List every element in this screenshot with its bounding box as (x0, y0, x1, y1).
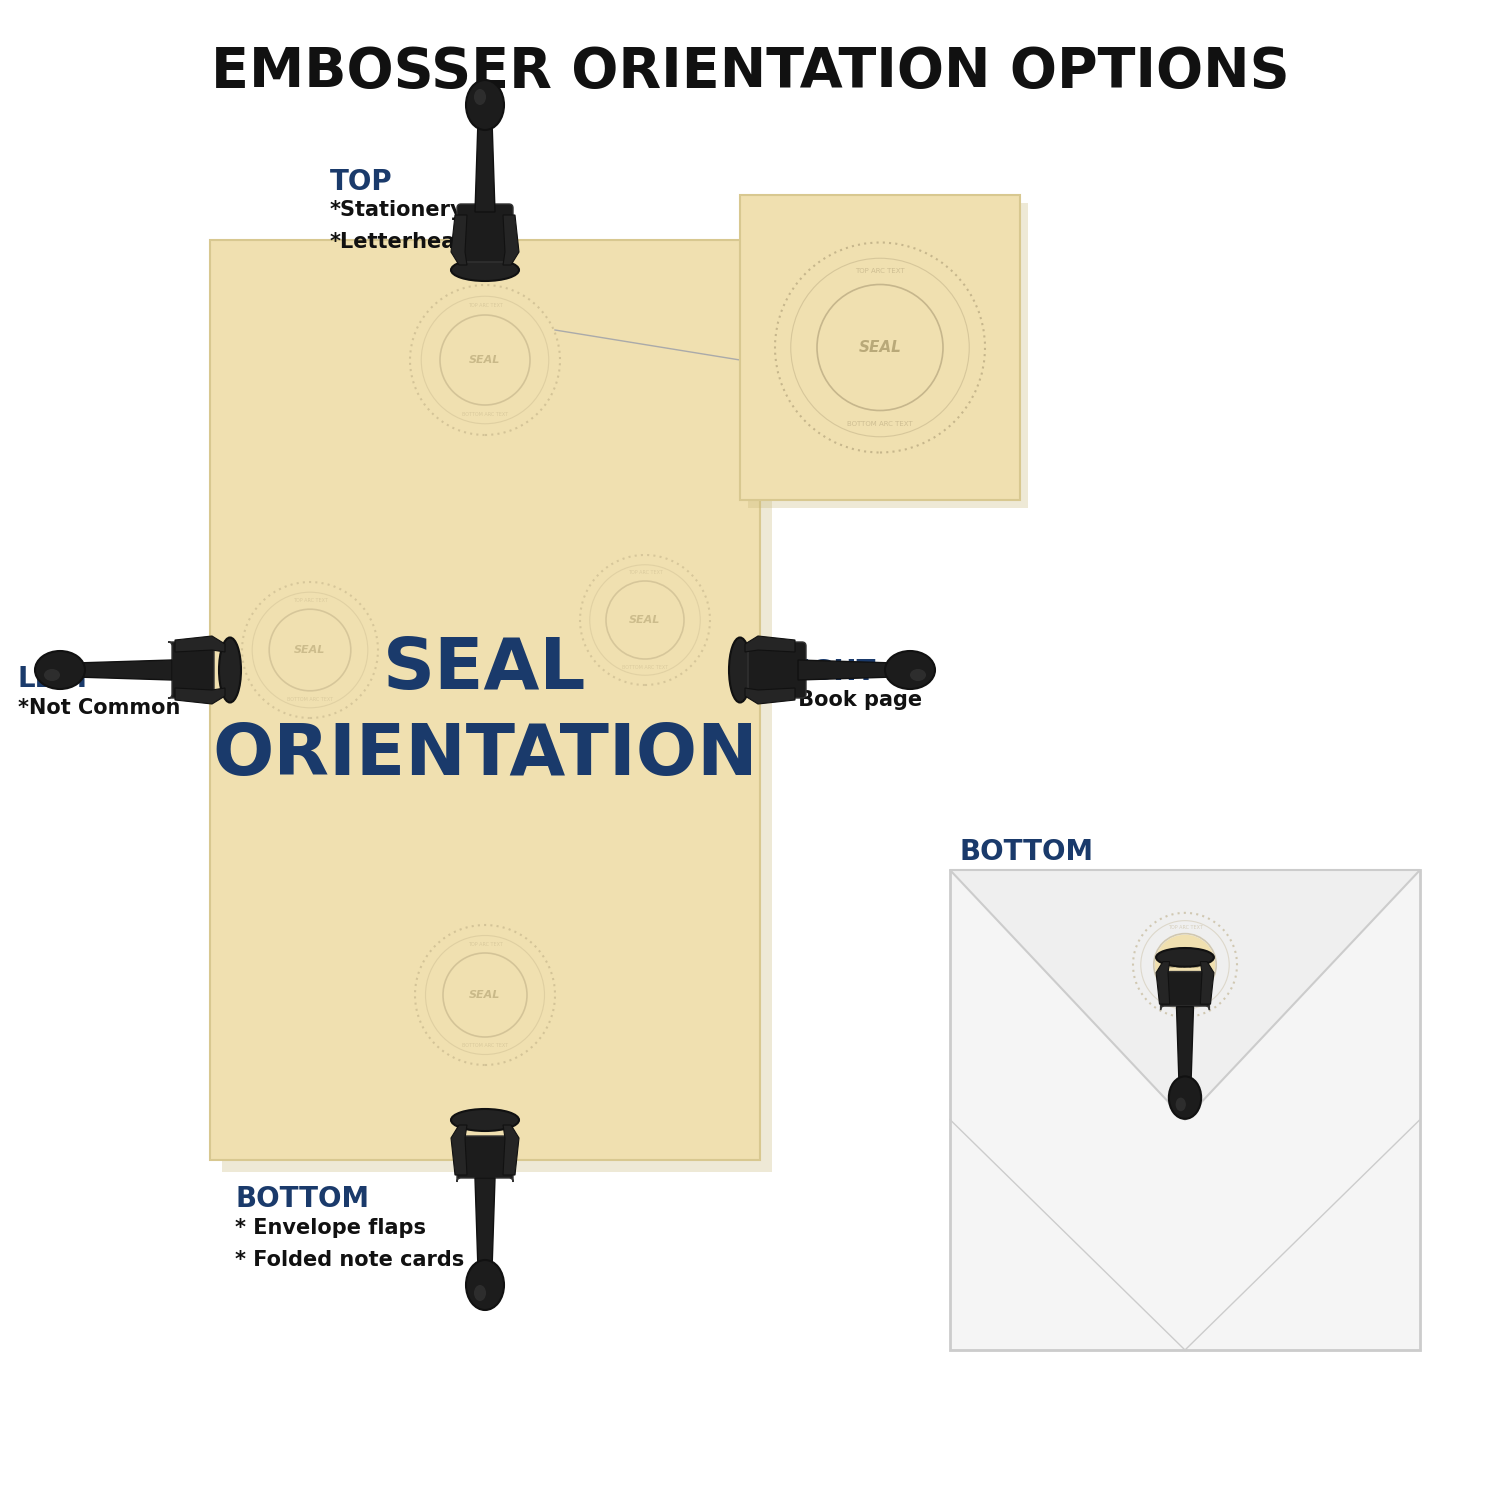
Text: *Letterhead: *Letterhead (330, 232, 471, 252)
FancyBboxPatch shape (748, 642, 806, 698)
Text: SEAL: SEAL (630, 615, 660, 626)
Ellipse shape (910, 669, 926, 681)
Text: TOP ARC TEXT: TOP ARC TEXT (468, 942, 502, 946)
Circle shape (819, 286, 940, 408)
FancyBboxPatch shape (168, 642, 217, 698)
FancyBboxPatch shape (458, 1132, 513, 1182)
Text: SEAL: SEAL (858, 340, 901, 356)
Text: SEAL: SEAL (294, 645, 326, 656)
Ellipse shape (474, 88, 486, 105)
Polygon shape (75, 660, 172, 680)
Text: BOTTOM ARC TEXT: BOTTOM ARC TEXT (462, 1044, 509, 1048)
Polygon shape (176, 688, 225, 703)
Text: * Folded note cards: * Folded note cards (236, 1250, 465, 1270)
Text: BOTTOM ARC TEXT: BOTTOM ARC TEXT (462, 413, 509, 417)
Polygon shape (950, 870, 1420, 1350)
Polygon shape (222, 252, 772, 1172)
Text: SEAL: SEAL (470, 356, 501, 364)
Polygon shape (210, 240, 760, 1160)
Text: * Envelope flaps: * Envelope flaps (236, 1218, 426, 1237)
Text: EMBOSSER ORIENTATION OPTIONS: EMBOSSER ORIENTATION OPTIONS (210, 45, 1290, 99)
Text: or bottom of page seals: or bottom of page seals (960, 904, 1242, 924)
Polygon shape (476, 1178, 495, 1270)
Ellipse shape (466, 80, 504, 130)
Polygon shape (740, 195, 1020, 500)
Text: * Book page: * Book page (780, 690, 922, 709)
Ellipse shape (474, 1286, 486, 1300)
Text: ORIENTATION: ORIENTATION (211, 720, 758, 789)
Text: *Not Common: *Not Common (18, 698, 180, 718)
Polygon shape (503, 1125, 519, 1174)
Polygon shape (452, 1125, 466, 1174)
Text: BOTTOM ARC TEXT: BOTTOM ARC TEXT (1162, 1000, 1208, 1005)
FancyBboxPatch shape (458, 204, 513, 262)
Circle shape (608, 582, 682, 657)
Ellipse shape (34, 651, 86, 688)
Polygon shape (746, 688, 795, 703)
Text: *Stationery: *Stationery (330, 200, 465, 220)
Circle shape (444, 954, 525, 1035)
Text: SEAL: SEAL (384, 636, 586, 705)
Text: TOP ARC TEXT: TOP ARC TEXT (627, 570, 663, 576)
Polygon shape (1176, 1007, 1194, 1084)
Text: RIGHT: RIGHT (780, 658, 876, 686)
Ellipse shape (219, 638, 242, 702)
Ellipse shape (729, 638, 752, 702)
Text: SEAL: SEAL (470, 990, 501, 1000)
Text: TOP ARC TEXT: TOP ARC TEXT (855, 268, 904, 274)
Circle shape (270, 610, 350, 690)
Text: TOP ARC TEXT: TOP ARC TEXT (468, 303, 502, 307)
Ellipse shape (1176, 1098, 1186, 1112)
Ellipse shape (466, 1260, 504, 1310)
Text: BOTTOM ARC TEXT: BOTTOM ARC TEXT (847, 420, 914, 426)
Text: Perfect for envelope flaps: Perfect for envelope flaps (960, 871, 1266, 892)
Circle shape (441, 316, 528, 404)
Circle shape (1155, 934, 1215, 994)
Text: BOTTOM ARC TEXT: BOTTOM ARC TEXT (622, 664, 668, 669)
Ellipse shape (1156, 948, 1214, 966)
Text: BOTTOM: BOTTOM (236, 1185, 369, 1214)
Polygon shape (476, 120, 495, 211)
Ellipse shape (885, 651, 934, 688)
Polygon shape (1156, 962, 1170, 1004)
Text: LEFT: LEFT (18, 664, 93, 693)
FancyBboxPatch shape (1161, 968, 1209, 1010)
Ellipse shape (452, 260, 519, 280)
Ellipse shape (1168, 1077, 1202, 1119)
Text: TOP ARC TEXT: TOP ARC TEXT (1167, 924, 1203, 930)
Text: TOP: TOP (330, 168, 393, 196)
Polygon shape (748, 202, 1028, 508)
Text: TOP ARC TEXT: TOP ARC TEXT (292, 598, 327, 603)
Polygon shape (798, 660, 895, 680)
Text: BOTTOM ARC TEXT: BOTTOM ARC TEXT (286, 698, 333, 702)
Ellipse shape (452, 1108, 519, 1131)
Polygon shape (176, 636, 225, 652)
Polygon shape (1200, 962, 1214, 1004)
Text: BOTTOM: BOTTOM (960, 839, 1094, 866)
Text: SEAL: SEAL (1170, 960, 1200, 970)
Polygon shape (950, 870, 1420, 1119)
Ellipse shape (44, 669, 60, 681)
Polygon shape (452, 214, 466, 266)
Polygon shape (503, 214, 519, 266)
Polygon shape (746, 636, 795, 652)
